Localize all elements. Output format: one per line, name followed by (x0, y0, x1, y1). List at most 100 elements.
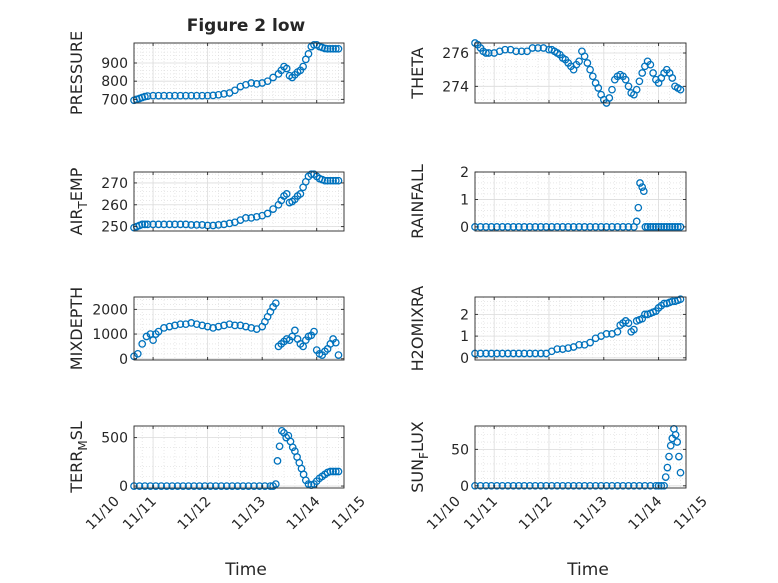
data-point (331, 176, 340, 185)
data-point (187, 319, 196, 327)
data-point (666, 441, 675, 450)
data-point (149, 91, 157, 100)
data-point (201, 482, 209, 490)
data-point (214, 90, 223, 99)
data-point (531, 481, 540, 490)
data-point (211, 482, 220, 490)
data-point (558, 345, 567, 353)
data-point (564, 481, 573, 490)
data-point (203, 91, 212, 100)
data-point (255, 482, 264, 490)
data-point (636, 179, 644, 187)
data-point (181, 320, 190, 329)
data-point (209, 221, 217, 230)
data-point (323, 44, 332, 53)
data-point (168, 482, 177, 490)
data-point (326, 44, 335, 53)
data-point (531, 223, 540, 231)
subplot-mixdepth: 0 1000 2000 MIXDEPTH (67, 287, 345, 370)
data-point (329, 467, 337, 476)
data-point (673, 438, 682, 446)
data-point (638, 183, 647, 191)
data-point (558, 481, 567, 490)
series-theta (471, 39, 685, 107)
data-point (154, 327, 163, 336)
data-point (176, 320, 185, 329)
data-point (643, 223, 652, 231)
data-point (509, 223, 518, 231)
data-point (214, 221, 223, 229)
data-point (171, 220, 179, 229)
data-point (247, 214, 256, 222)
data-point (146, 330, 155, 338)
data-point (575, 223, 583, 231)
y-tick-label: 0 (460, 220, 469, 236)
y-tick-label: 500 (101, 431, 128, 447)
data-point (160, 220, 168, 229)
data-point (514, 223, 523, 231)
plot-area (475, 426, 686, 488)
data-point (162, 482, 171, 490)
data-point (476, 349, 485, 358)
y-tick-label: 2 (460, 165, 469, 181)
data-point (661, 473, 670, 481)
data-point (536, 481, 545, 490)
data-point (498, 481, 507, 490)
axes-box (474, 171, 687, 232)
data-point (547, 481, 556, 490)
data-point (282, 64, 291, 73)
data-point (591, 223, 600, 231)
data-point (299, 62, 307, 71)
data-point (624, 82, 633, 91)
data-point (236, 321, 245, 330)
subplot-h2omixra: 0 1 2 H2OMIXRA (408, 286, 687, 371)
data-point (531, 349, 540, 358)
data-point (675, 452, 683, 461)
data-point (671, 430, 680, 439)
data-point (660, 299, 668, 308)
data-point (493, 481, 501, 490)
series-mixdepth (130, 299, 343, 361)
y-axis-label: AIRTEMP (67, 167, 90, 235)
axes-box (133, 42, 345, 104)
data-point (649, 69, 657, 77)
data-point (613, 327, 622, 336)
y-tick-label: 250 (101, 220, 128, 236)
data-point (671, 223, 679, 231)
y-axis-label: PRESSURE (67, 31, 86, 115)
data-point (195, 482, 204, 490)
axes-box (133, 171, 345, 232)
data-point (154, 220, 163, 229)
data-point (190, 482, 198, 490)
data-point (657, 223, 666, 231)
data-point (635, 481, 644, 490)
data-point (564, 344, 573, 352)
data-point (310, 327, 318, 336)
y-tick-label: 1 (460, 329, 469, 345)
data-point (525, 223, 534, 231)
data-point (239, 482, 247, 490)
data-point (296, 190, 305, 198)
data-point (660, 481, 668, 490)
data-point (602, 481, 611, 490)
data-point (263, 209, 272, 218)
axes-box (474, 296, 687, 361)
data-point (583, 59, 592, 67)
data-point (220, 90, 228, 98)
data-point (624, 319, 633, 327)
data-point (179, 482, 187, 490)
data-point (143, 92, 152, 100)
data-point (484, 49, 493, 57)
y-tick-label: 700 (101, 92, 128, 108)
data-point (635, 77, 644, 86)
subplot-air_temp: 250 260 270 AIRTEMP (67, 167, 345, 236)
data-point (558, 223, 567, 231)
data-point (138, 220, 147, 229)
data-point (247, 79, 256, 87)
data-point (632, 217, 641, 226)
data-point (231, 321, 239, 330)
axes-box (474, 425, 687, 489)
data-point (641, 310, 649, 319)
data-point (138, 340, 147, 348)
data-point (149, 220, 157, 229)
